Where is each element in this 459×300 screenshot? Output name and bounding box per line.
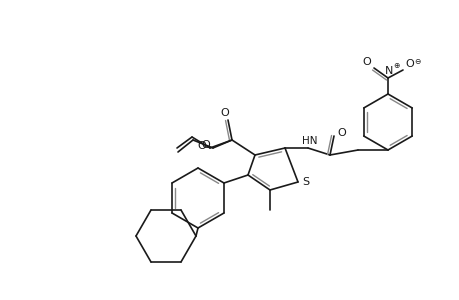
Text: N: N	[384, 66, 392, 76]
Text: ⊕: ⊕	[392, 61, 398, 70]
Text: O: O	[405, 59, 414, 69]
Text: O: O	[201, 140, 210, 150]
Text: ⊖: ⊖	[413, 56, 419, 65]
Text: S: S	[302, 177, 309, 187]
Text: O: O	[197, 141, 206, 151]
Text: O: O	[362, 57, 370, 67]
Text: O: O	[337, 128, 346, 138]
Text: O: O	[220, 108, 229, 118]
Text: HN: HN	[302, 136, 317, 146]
